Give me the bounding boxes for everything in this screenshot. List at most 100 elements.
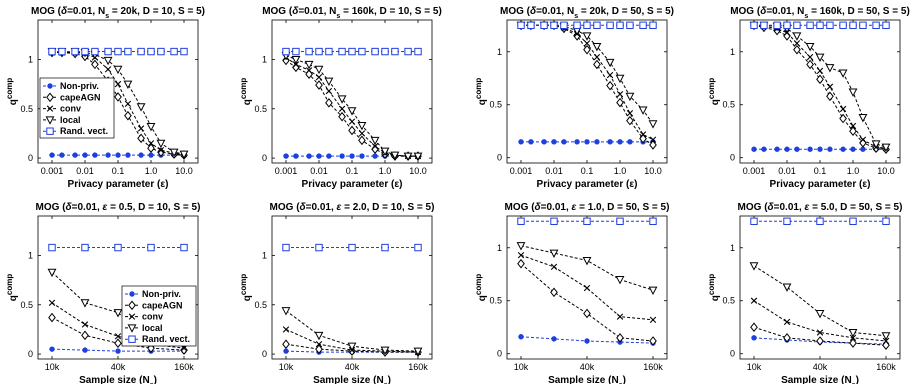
y-tick-label: 1	[730, 47, 735, 57]
data-point-local	[615, 276, 625, 285]
y-axis-label: qcomp	[5, 78, 20, 106]
data-point-local	[605, 58, 615, 68]
data-point-cape	[816, 74, 824, 85]
subplot-title: MOG (δ=0.01, Ns = 160k, D = 10, S = 5)	[262, 6, 442, 20]
data-point-conv	[348, 118, 356, 125]
y-axis-label: qcomp	[239, 78, 254, 106]
data-point-local	[838, 69, 848, 78]
plot-area	[739, 215, 901, 360]
data-point-nonpriv	[607, 139, 613, 145]
data-point-conv	[292, 61, 300, 68]
data-point-cape	[573, 31, 581, 41]
x-tick-label: 160k	[174, 362, 194, 372]
data-point-nonpriv	[617, 139, 623, 145]
y-tick-label: 1	[497, 47, 502, 57]
data-point-local	[136, 103, 146, 112]
data-point-conv	[315, 74, 323, 81]
x-tick-label: 0.1	[814, 166, 827, 176]
data-point-local	[314, 65, 324, 75]
data-point-local	[582, 32, 592, 41]
series-randvect	[282, 47, 422, 56]
subplot-1: MOG (δ=0.01, Ns = 20k, D = 10, S = 5) 0 0.…	[5, 6, 206, 190]
subplot-4: MOG (δ=0.01, Ns = 160k, D = 50, S = 5)00…	[707, 6, 910, 190]
data-point-randvect	[282, 243, 290, 252]
data-point-nonpriv	[551, 336, 557, 342]
data-point-randvect	[649, 21, 657, 29]
x-tick-label: 10.0	[409, 166, 427, 176]
data-point-conv	[882, 337, 890, 345]
legend-marker-cape	[46, 92, 54, 103]
data-point-conv	[849, 122, 857, 130]
data-point-cape	[315, 80, 323, 90]
data-point-nonpriv	[551, 139, 557, 145]
data-point-nonpriv	[794, 146, 800, 152]
data-point-local	[881, 143, 891, 152]
data-point-conv	[616, 90, 624, 98]
data-point-cape	[849, 126, 857, 137]
data-point-conv	[583, 284, 591, 292]
data-point-conv	[606, 71, 614, 79]
y-tick-label: 1	[28, 250, 33, 260]
data-point-randvect	[157, 47, 165, 56]
data-point-local	[582, 256, 592, 266]
data-point-nonpriv	[627, 139, 633, 145]
data-point-nonpriv	[92, 152, 98, 158]
data-point-nonpriv	[774, 146, 780, 152]
x-tick-label: 0.1	[346, 166, 359, 176]
data-point-local	[881, 332, 891, 341]
x-tick-label: 0.001	[743, 166, 766, 176]
subplot-title: MOG (δ=0.01, Ns = 160k, D = 50, S = 5)	[730, 6, 910, 20]
data-point-cape	[338, 111, 346, 122]
data-point-local	[169, 148, 179, 158]
data-point-randvect	[849, 217, 857, 225]
data-point-randvect	[137, 47, 145, 56]
data-point-nonpriv	[807, 146, 813, 152]
data-point-local	[47, 268, 57, 278]
data-point-conv	[371, 143, 379, 150]
data-point-nonpriv	[49, 346, 55, 352]
data-point-randvect	[626, 21, 634, 29]
data-point-cape	[325, 98, 333, 108]
data-point-local	[357, 122, 367, 131]
data-point-nonpriv	[751, 146, 757, 152]
data-point-cape	[348, 125, 356, 136]
x-tick-label: 10k	[747, 362, 762, 372]
data-point-conv	[593, 53, 601, 61]
data-point-nonpriv	[528, 139, 534, 145]
data-point-cape	[180, 345, 188, 355]
data-point-conv	[750, 297, 758, 304]
data-point-conv	[124, 100, 132, 108]
data-point-randvect	[81, 243, 89, 252]
data-point-local	[413, 347, 423, 356]
data-point-randvect	[527, 21, 535, 29]
data-point-cape	[839, 113, 847, 124]
x-tick-label: 0.001	[510, 166, 533, 176]
series-local	[516, 242, 658, 296]
subplot-title: MOG (δ=0.01, ε = 2.0, D = 10, S = 5)	[270, 202, 435, 213]
legend-label-nonpriv: Non-priv.	[142, 289, 181, 299]
data-point-randvect	[371, 47, 379, 56]
data-point-cape	[606, 80, 614, 91]
data-point-randvect	[414, 243, 422, 252]
data-point-conv	[48, 299, 56, 306]
data-point-conv	[157, 146, 165, 154]
data-point-local	[179, 150, 189, 159]
data-point-conv	[839, 105, 847, 113]
legend-label-randvect: Rand. vect.	[60, 126, 108, 136]
data-point-randvect	[606, 21, 614, 29]
data-point-local	[848, 329, 858, 338]
data-point-conv	[81, 321, 89, 328]
data-point-randvect	[404, 47, 412, 56]
data-point-randvect	[81, 47, 89, 56]
data-point-randvect	[649, 217, 657, 225]
data-point-cape	[315, 344, 323, 354]
data-point-local	[156, 139, 166, 149]
x-tick-label: 0.01	[545, 166, 563, 176]
data-point-nonpriv	[326, 153, 332, 159]
data-point-randvect	[48, 47, 56, 56]
y-axis-label: qcomp	[707, 78, 722, 106]
data-point-conv	[649, 136, 657, 143]
data-point-nonpriv	[584, 338, 590, 344]
data-point-nonpriv	[850, 146, 856, 152]
data-point-nonpriv	[115, 348, 121, 354]
